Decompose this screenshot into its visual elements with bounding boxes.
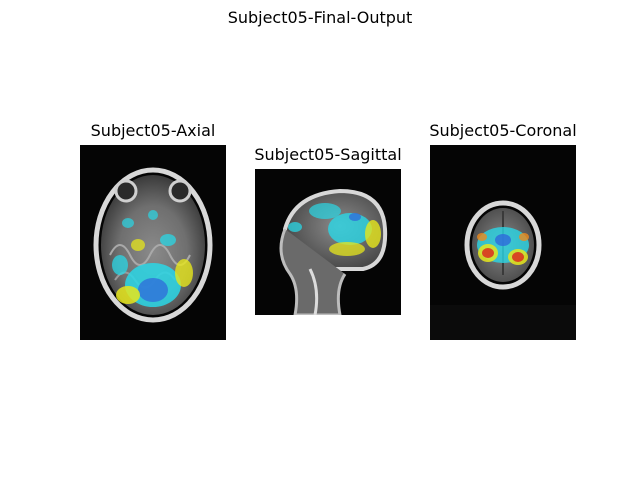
coronal-mri-image [430, 145, 576, 340]
axial-panel-title: Subject05-Axial [90, 121, 216, 140]
sagittal-panel-title: Subject05-Sagittal [254, 145, 402, 164]
figure-title: Subject05-Final-Output [227, 8, 413, 27]
coronal-panel-title: Subject05-Coronal [429, 121, 577, 140]
sagittal-mri-image [255, 169, 401, 315]
axial-mri-image [80, 145, 226, 340]
